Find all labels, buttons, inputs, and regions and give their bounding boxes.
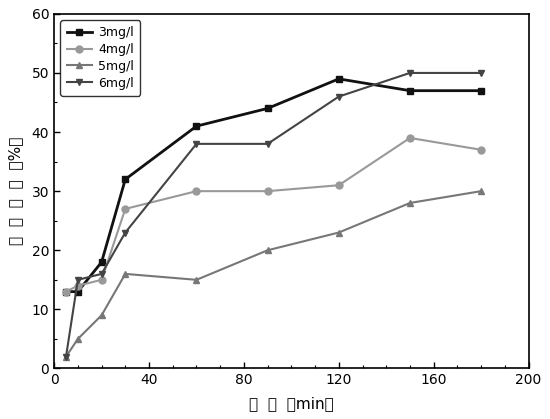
- Line: 4mg/l: 4mg/l: [63, 134, 485, 295]
- 6mg/l: [478, 70, 485, 75]
- 5mg/l: [75, 336, 81, 341]
- 3mg/l: [406, 88, 413, 93]
- X-axis label: 时  间  （min）: 时 间 （min）: [249, 396, 334, 411]
- 4mg/l: [63, 289, 69, 294]
- Line: 6mg/l: 6mg/l: [63, 70, 485, 360]
- 3mg/l: [193, 124, 200, 129]
- Legend: 3mg/l, 4mg/l, 5mg/l, 6mg/l: 3mg/l, 4mg/l, 5mg/l, 6mg/l: [60, 20, 140, 96]
- 5mg/l: [406, 200, 413, 205]
- Y-axis label: 去  除  效  率  （%）: 去 除 效 率 （%）: [8, 137, 23, 246]
- 3mg/l: [75, 289, 81, 294]
- 5mg/l: [193, 277, 200, 282]
- 3mg/l: [122, 177, 129, 182]
- 6mg/l: [122, 230, 129, 235]
- 6mg/l: [406, 70, 413, 75]
- 4mg/l: [122, 207, 129, 212]
- 6mg/l: [336, 94, 342, 99]
- 6mg/l: [98, 272, 105, 277]
- 4mg/l: [336, 183, 342, 188]
- 4mg/l: [478, 147, 485, 152]
- 6mg/l: [75, 277, 81, 282]
- 4mg/l: [265, 189, 271, 194]
- Line: 3mg/l: 3mg/l: [63, 75, 485, 295]
- 4mg/l: [98, 277, 105, 282]
- Line: 5mg/l: 5mg/l: [63, 188, 485, 360]
- 3mg/l: [336, 76, 342, 81]
- 4mg/l: [193, 189, 200, 194]
- 3mg/l: [98, 259, 105, 264]
- 4mg/l: [406, 135, 413, 140]
- 5mg/l: [98, 313, 105, 318]
- 3mg/l: [265, 106, 271, 111]
- 5mg/l: [336, 230, 342, 235]
- 3mg/l: [63, 289, 69, 294]
- 5mg/l: [122, 272, 129, 277]
- 3mg/l: [478, 88, 485, 93]
- 5mg/l: [265, 248, 271, 253]
- 5mg/l: [478, 189, 485, 194]
- 4mg/l: [75, 283, 81, 288]
- 6mg/l: [265, 141, 271, 146]
- 5mg/l: [63, 354, 69, 359]
- 6mg/l: [63, 354, 69, 359]
- 6mg/l: [193, 141, 200, 146]
